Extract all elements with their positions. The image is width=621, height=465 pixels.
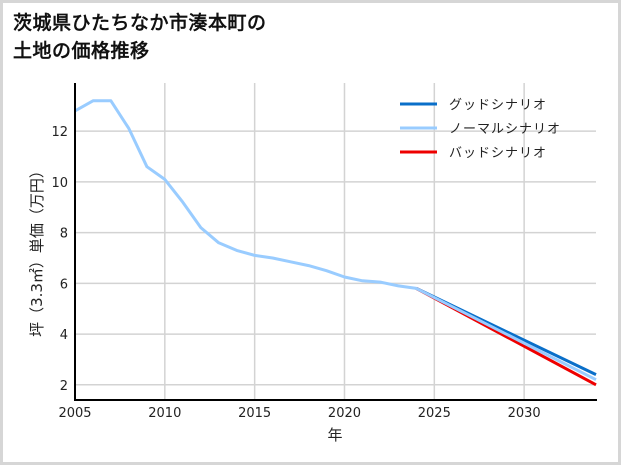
series-normal-scenario xyxy=(74,99,597,382)
legend-label: ノーマルシナリオ xyxy=(449,122,561,137)
legend-label: バッドシナリオ xyxy=(449,146,547,161)
y-axis-label: 坪（3.3㎡）単価（万円） xyxy=(28,163,46,337)
y-tick-label: 4 xyxy=(60,328,68,343)
chart-title: 茨城県ひたちなか市湊本町の 土地の価格推移 xyxy=(13,12,267,62)
x-tick-label: 2030 xyxy=(508,406,541,421)
x-tick-label: 2005 xyxy=(58,406,91,421)
series-lines xyxy=(74,99,597,387)
axes xyxy=(74,83,597,401)
x-tick-label: 2020 xyxy=(328,406,361,421)
x-tick-label: 2010 xyxy=(148,406,181,421)
x-tick-label: 2025 xyxy=(418,406,451,421)
x-tick-label: 2015 xyxy=(238,406,271,421)
y-tick-label: 12 xyxy=(51,125,68,140)
y-tick-label: 10 xyxy=(51,176,68,191)
y-tick-labels: 2 4 6 8 10 12 xyxy=(51,125,68,394)
y-tick-label: 8 xyxy=(60,227,68,242)
legend-label: グッドシナリオ xyxy=(449,98,547,113)
y-tick-label: 6 xyxy=(60,277,68,292)
x-tick-labels: 2005 2010 2015 2020 2025 2030 xyxy=(58,406,540,421)
x-axis-label: 年 xyxy=(327,426,342,444)
y-tick-label: 2 xyxy=(60,379,68,394)
